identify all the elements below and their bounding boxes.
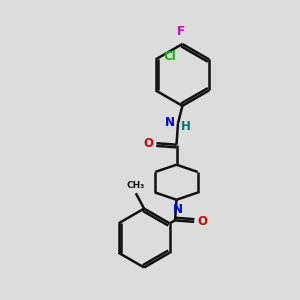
Text: O: O bbox=[143, 137, 153, 150]
Text: O: O bbox=[198, 215, 208, 228]
Text: N: N bbox=[164, 116, 174, 128]
Text: F: F bbox=[177, 25, 185, 38]
Text: N: N bbox=[173, 203, 183, 216]
Text: H: H bbox=[181, 120, 191, 133]
Text: Cl: Cl bbox=[163, 50, 176, 63]
Text: CH₃: CH₃ bbox=[127, 181, 145, 190]
